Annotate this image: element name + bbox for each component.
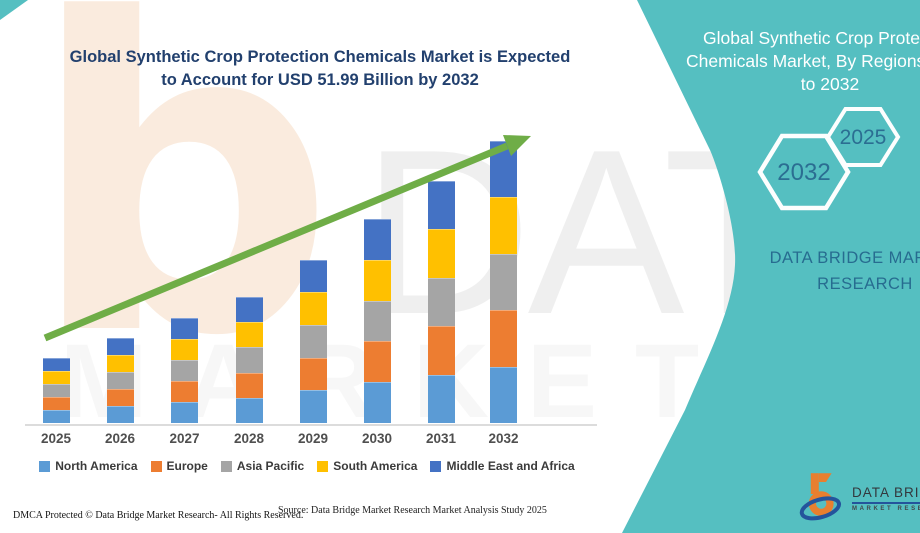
bar-segment [363,341,391,383]
x-axis-line [25,424,597,426]
legend-swatch-icon [317,460,329,472]
legend-item: Europe [150,459,208,473]
bar-segment [106,388,134,406]
hexagon-2032-label: 2032 [777,159,830,186]
bar-segment [299,390,327,423]
legend-item: Asia Pacific [220,459,305,473]
bar-segment [363,382,391,423]
bar-segment [42,383,70,397]
legend-label: Asia Pacific [236,459,305,473]
chart-title-line1: Global Synthetic Crop Protection Chemica… [69,48,571,66]
company-logo-subtext: MARKET RESEARCH [852,505,920,512]
bar-segment [235,397,263,423]
bar-segment [42,357,70,371]
brand-line1: DATA BRIDGE MARKET [769,249,920,267]
company-logo-text: DATA BRIDGE MARKET RESEARCH [852,485,920,512]
bar-segment [42,396,70,410]
bar-segment [171,338,198,360]
bar-segment [427,374,455,423]
x-axis-year-label: 2032 [488,431,519,446]
bar-segment [299,357,327,391]
legend-swatch-icon [220,460,232,472]
legend-label: North America [55,459,138,473]
company-logo: DATA BRIDGE MARKET RESEARCH [798,470,920,526]
x-axis-year-label: 2029 [297,431,329,446]
bar-segment [42,409,70,423]
company-logo-icon [799,473,842,521]
chart-title: Global Synthetic Crop Protection Chemica… [30,46,610,92]
legend-item: North America [39,459,138,473]
chart-title-line2: to Account for USD 51.99 Billion by 2032 [161,70,479,89]
hexagon-2025-label: 2025 [840,126,887,149]
x-axis-year-label: 2027 [169,431,200,446]
x-axis-year-label: 2031 [425,431,457,446]
x-axis-year-label: 2026 [104,431,136,446]
legend-swatch-icon [39,460,51,472]
brand-wordmark: DATA BRIDGE MARKET RESEARCH [720,246,920,297]
legend-swatch-icon [430,460,442,472]
bar-segment [42,370,70,384]
legend-swatch-icon [150,460,162,472]
panel-heading-line2: Chemicals Market, By Regions, 2025 [686,51,920,71]
bar-segment [171,380,198,402]
legend-item: South America [317,459,417,473]
bar-segment [171,359,198,381]
bar-segment [235,347,263,373]
bar-segment [235,372,263,398]
x-axis-year-label: 2028 [233,431,265,446]
dmca-notice: DMCA Protected © Data Bridge Market Rese… [13,510,304,521]
year-hexagons: 2025 2032 [757,107,901,211]
bar-segment [106,371,134,389]
panel-heading: Global Synthetic Crop Protection Chemica… [600,27,920,96]
bar-segment [171,401,198,423]
legend-label: South America [333,459,418,473]
source-note: Source: Data Bridge Market Research Mark… [278,505,547,516]
bar-segment [490,366,517,423]
bar-segment [106,337,134,355]
hexagon-2032 [757,133,851,211]
legend-item: Middle East and Africa [430,459,575,473]
brand-line2: RESEARCH [817,274,913,293]
panel-heading-line3: to 2032 [800,74,860,94]
legend-label: Europe [166,459,208,473]
company-logo-name: DATA BRIDGE [852,485,920,504]
panel-heading-line1: Global Synthetic Crop Protection [703,28,920,48]
corner-accent-triangle [0,0,28,20]
bar-segment [106,354,134,372]
legend-label: Middle East and Africa [446,459,575,473]
chart-legend: North America Europe Asia Pacific South Ame… [16,459,598,473]
x-axis-year-label: 2025 [40,431,72,446]
bar-segment [106,405,134,423]
x-axis-year-label: 2030 [361,431,393,446]
